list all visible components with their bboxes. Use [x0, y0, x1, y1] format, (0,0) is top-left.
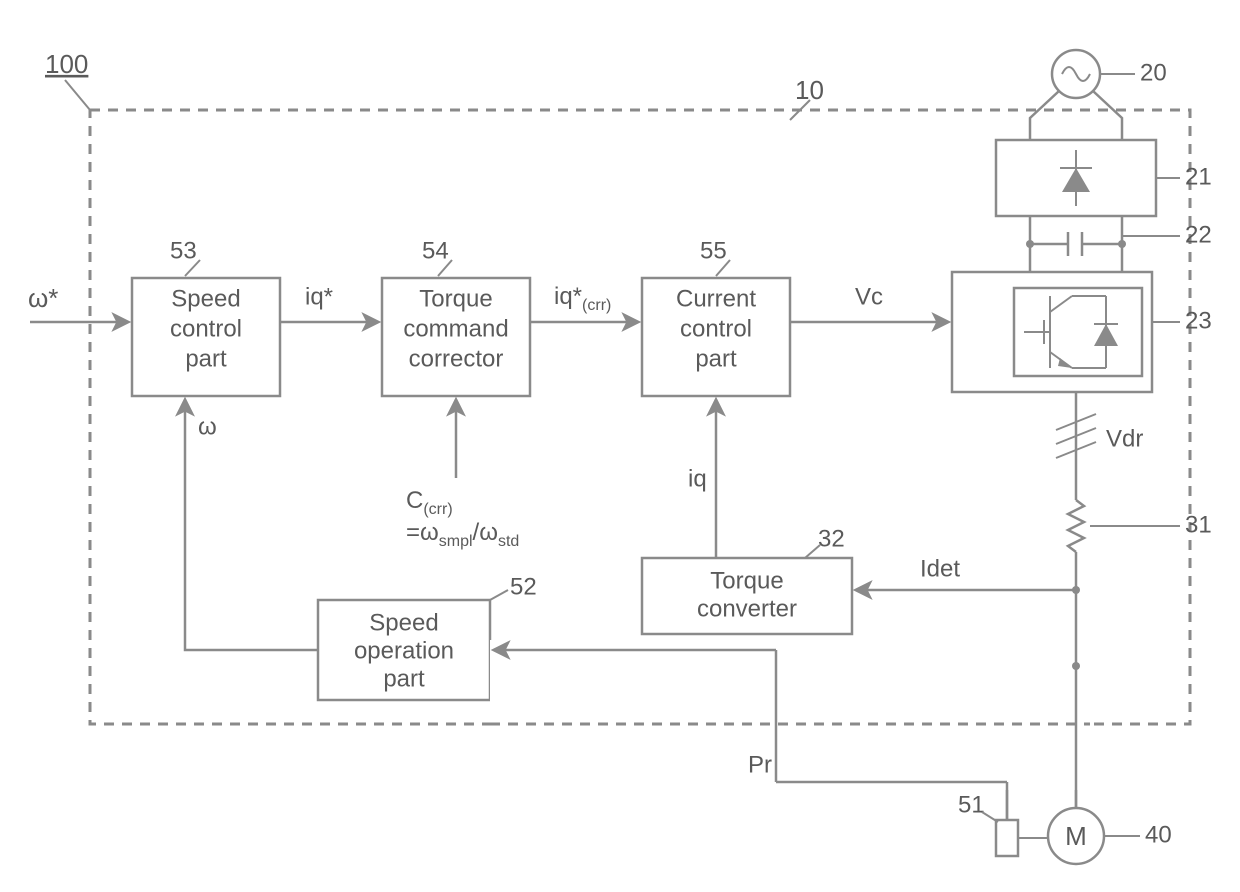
- igbt-icon: [1024, 296, 1118, 368]
- iq-fb-label: iq: [688, 465, 707, 492]
- vc-label: Vc: [855, 283, 883, 310]
- system-ref-label: 100: [45, 49, 88, 79]
- block-diagram: 100 10 ω* Speed control part 53 iq* Torq…: [0, 0, 1240, 892]
- torque-converter-ref: 32: [818, 525, 845, 552]
- svg-text:command: command: [403, 315, 508, 342]
- svg-text:Speed: Speed: [369, 609, 438, 636]
- inverter-block: [952, 272, 1152, 392]
- inverter-ref: 23: [1185, 307, 1212, 334]
- omega-fb-label: ω: [198, 413, 217, 440]
- svg-text:operation: operation: [354, 637, 454, 664]
- iq-ref-label: iq*: [305, 283, 333, 310]
- vdr-label: Vdr: [1106, 425, 1143, 452]
- motor-ref: 40: [1145, 821, 1172, 848]
- svg-text:converter: converter: [697, 595, 797, 622]
- rectifier-ref: 21: [1185, 163, 1212, 190]
- svg-text:part: part: [383, 665, 425, 692]
- svg-text:Torque: Torque: [710, 567, 783, 594]
- shunt-ref: 31: [1185, 511, 1212, 538]
- ccrr-label: C(crr): [406, 487, 453, 518]
- svg-text:Speed: Speed: [171, 285, 240, 312]
- svg-text:Current: Current: [676, 285, 756, 312]
- idet-label: Idet: [920, 555, 960, 582]
- svg-text:control: control: [680, 315, 752, 342]
- svg-text:control: control: [170, 315, 242, 342]
- svg-text:part: part: [185, 345, 227, 372]
- iq-crr-label: iq*(crr): [554, 283, 611, 314]
- ccrr-eq-label: =ωsmpl/ωstd: [406, 519, 519, 550]
- speed-control-ref: 53: [170, 237, 197, 264]
- torque-corrector-ref: 54: [422, 237, 449, 264]
- omega-ref-label: ω*: [28, 283, 58, 313]
- svg-text:part: part: [695, 345, 737, 372]
- controller-boundary: [90, 110, 1190, 724]
- svg-text:corrector: corrector: [409, 345, 504, 372]
- sensor-ref: 51: [958, 791, 985, 818]
- speed-operation-ref: 52: [510, 573, 537, 600]
- svg-text:Torque: Torque: [419, 285, 492, 312]
- shunt-resistor-icon: [1068, 500, 1084, 552]
- capacitor-ref: 22: [1185, 221, 1212, 248]
- pr-label: Pr: [748, 751, 772, 778]
- current-control-ref: 55: [700, 237, 727, 264]
- position-sensor-icon: [996, 820, 1018, 856]
- motor-label: M: [1065, 821, 1087, 851]
- ac-source-ref: 20: [1140, 59, 1167, 86]
- diode-icon: [1060, 150, 1092, 206]
